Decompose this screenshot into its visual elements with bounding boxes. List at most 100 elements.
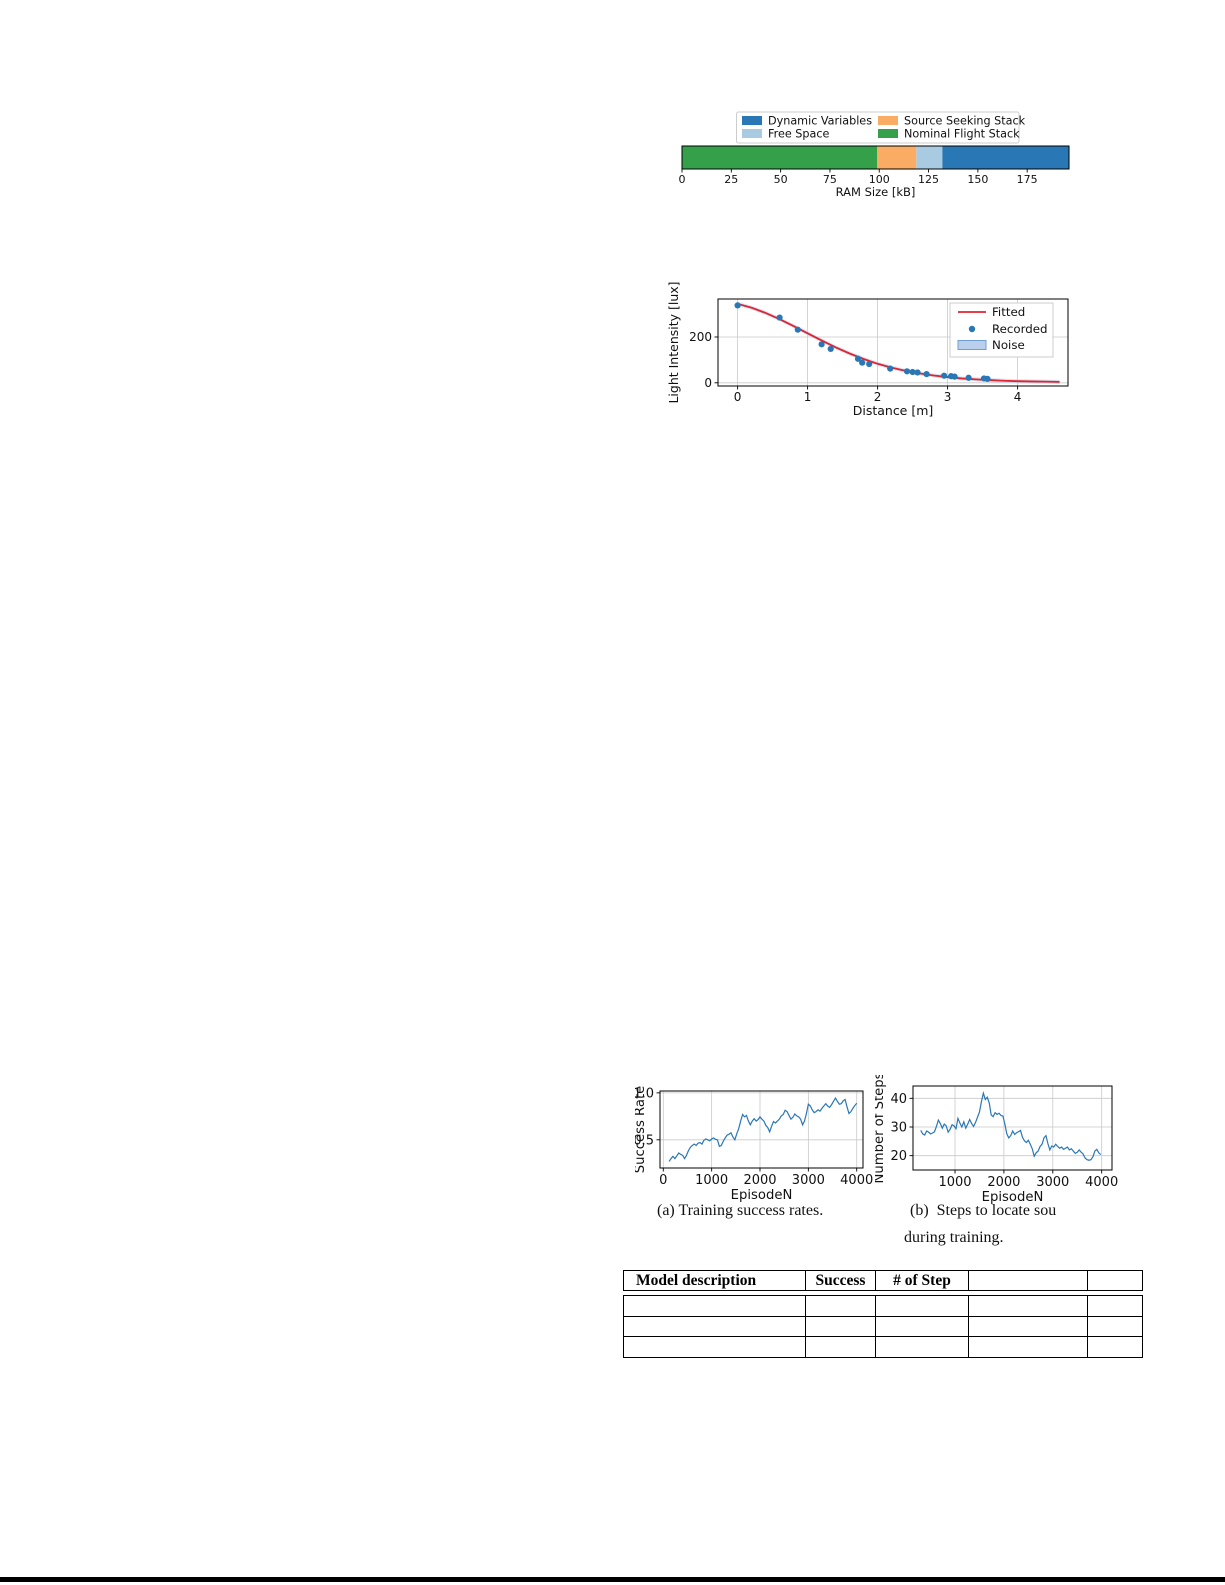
svg-text:0: 0 bbox=[679, 173, 686, 186]
ram-x-axis: 0 25 50 75 100 125 150 175 bbox=[679, 169, 1038, 186]
svg-text:Recorded: Recorded bbox=[992, 322, 1048, 336]
axes-frame bbox=[659, 1090, 864, 1169]
table-cell bbox=[1087, 1315, 1143, 1337]
table-cell bbox=[968, 1336, 1088, 1358]
recorded-scatter bbox=[734, 302, 991, 383]
table-cell bbox=[623, 1336, 806, 1358]
svg-text:1000: 1000 bbox=[695, 1173, 728, 1188]
table-cell bbox=[968, 1295, 1088, 1317]
header-num-steps: # of Step bbox=[875, 1270, 969, 1291]
svg-text:150: 150 bbox=[967, 173, 988, 186]
success-rate-chart: 0 1000 2000 3000 4000 0.5 1.0 EpisodeN Success R… bbox=[633, 1086, 873, 1203]
caption-b-line2: during training. bbox=[904, 1229, 1004, 1246]
svg-text:Source Seeking Stack: Source Seeking Stack bbox=[904, 115, 1026, 128]
table-cell bbox=[623, 1295, 806, 1317]
svg-text:4: 4 bbox=[1014, 390, 1022, 404]
header-success: Success bbox=[805, 1270, 876, 1291]
x-axis-label: EpisodeN bbox=[731, 1188, 793, 1203]
svg-text:0: 0 bbox=[734, 390, 742, 404]
svg-text:20: 20 bbox=[890, 1149, 907, 1164]
results-table-header: Model description Success # of Step bbox=[623, 1270, 1143, 1291]
y-axis: 0.5 1.0 bbox=[633, 1086, 660, 1148]
svg-text:75: 75 bbox=[823, 173, 837, 186]
table-row bbox=[623, 1336, 1143, 1358]
svg-text:2: 2 bbox=[874, 390, 882, 404]
svg-text:175: 175 bbox=[1017, 173, 1038, 186]
table-cell bbox=[968, 1315, 1088, 1337]
svg-text:0: 0 bbox=[659, 1173, 667, 1188]
table-cell bbox=[805, 1336, 876, 1358]
svg-text:Free Space: Free Space bbox=[768, 128, 830, 141]
y-axis: 20 30 40 bbox=[890, 1092, 913, 1164]
fitted-line bbox=[737, 302, 1060, 383]
svg-text:0.5: 0.5 bbox=[635, 1133, 654, 1148]
svg-text:Fitted: Fitted bbox=[992, 305, 1025, 319]
svg-text:3000: 3000 bbox=[792, 1173, 825, 1188]
y-axis-label: Number of Steps bbox=[875, 1075, 887, 1183]
svg-text:0: 0 bbox=[704, 376, 712, 390]
steps-line bbox=[920, 1090, 1102, 1161]
caption-a: (a) Training success rates. bbox=[657, 1202, 824, 1219]
results-table: Model description Success # of Step bbox=[623, 1270, 1144, 1358]
svg-text:200: 200 bbox=[689, 330, 712, 344]
table-cell bbox=[805, 1315, 876, 1337]
table-cell bbox=[1087, 1336, 1143, 1358]
header-empty-1 bbox=[968, 1270, 1088, 1291]
header-model-description: Model description bbox=[623, 1270, 806, 1291]
header-empty-2 bbox=[1087, 1270, 1143, 1291]
svg-text:Dynamic Variables: Dynamic Variables bbox=[768, 115, 872, 128]
light-intensity-chart: 0 1 2 3 4 0 200 Distance [m] Light Intensity [lu… bbox=[666, 281, 1069, 418]
x-axis-label: Distance [m] bbox=[853, 403, 934, 418]
caption-b-line1: (b) Steps to locate sou bbox=[910, 1202, 1057, 1219]
svg-text:1: 1 bbox=[804, 390, 812, 404]
figure-training-success: 0 1000 2000 3000 4000 0.5 1.0 EpisodeN Success R… bbox=[633, 1075, 879, 1209]
plot-legend: Fitted Recorded Noise bbox=[949, 302, 1054, 358]
table-cell bbox=[1087, 1295, 1143, 1317]
svg-text:Nominal Flight Stack: Nominal Flight Stack bbox=[904, 128, 1020, 141]
svg-text:125: 125 bbox=[918, 173, 939, 186]
y-axis: 0 200 bbox=[689, 330, 718, 390]
table-cell bbox=[875, 1336, 969, 1358]
gridlines bbox=[913, 1086, 1112, 1170]
noise-band bbox=[737, 301, 1060, 384]
table-cell bbox=[875, 1315, 969, 1337]
y-axis-label: Success Rate bbox=[635, 1086, 648, 1174]
svg-text:40: 40 bbox=[890, 1092, 907, 1107]
svg-text:2000: 2000 bbox=[987, 1175, 1020, 1190]
svg-text:2000: 2000 bbox=[743, 1173, 776, 1188]
page-bottom-rule bbox=[0, 1577, 1225, 1582]
x-axis-label: EpisodeN bbox=[982, 1190, 1044, 1205]
figure-ram-usage: 0 25 50 75 100 125 150 175 RAM Size [kB] Dynamic … bbox=[655, 105, 1075, 209]
x-axis: 0 1000 2000 3000 4000 bbox=[659, 1168, 873, 1188]
ram-bar-frame bbox=[681, 145, 1070, 170]
svg-text:4000: 4000 bbox=[1085, 1175, 1118, 1190]
axes-frame bbox=[912, 1085, 1113, 1171]
x-axis: 1000 2000 3000 4000 bbox=[938, 1170, 1118, 1190]
svg-text:1.0: 1.0 bbox=[635, 1086, 654, 1101]
svg-text:4000: 4000 bbox=[840, 1173, 873, 1188]
x-axis: 0 1 2 3 4 bbox=[734, 386, 1022, 404]
svg-text:50: 50 bbox=[774, 173, 788, 186]
table-cell bbox=[875, 1295, 969, 1317]
results-table-body bbox=[623, 1295, 1143, 1358]
svg-text:30: 30 bbox=[890, 1121, 907, 1136]
svg-text:3000: 3000 bbox=[1036, 1175, 1069, 1190]
table-cell bbox=[623, 1315, 806, 1337]
success-rate-line bbox=[668, 1096, 858, 1162]
svg-text:100: 100 bbox=[869, 173, 890, 186]
figure-steps: 1000 2000 3000 4000 20 30 40 EpisodeN Number of … bbox=[872, 1072, 1125, 1209]
ram-bar-segments bbox=[682, 146, 1069, 169]
steps-chart: 1000 2000 3000 4000 20 30 40 EpisodeN Number of … bbox=[872, 1072, 1118, 1205]
y-axis-label: Light Intensity [lux] bbox=[666, 281, 681, 403]
svg-text:3: 3 bbox=[944, 390, 952, 404]
table-row bbox=[623, 1315, 1143, 1337]
figure-light-intensity: 0 1 2 3 4 0 200 Distance [m] Light Intensity [lu… bbox=[655, 275, 1075, 424]
table-row bbox=[623, 1295, 1143, 1317]
axes-frame bbox=[717, 298, 1069, 387]
ram-usage-chart: 0 25 50 75 100 125 150 175 RAM Size [kB] Dynamic … bbox=[679, 111, 1070, 199]
table-header-row: Model description Success # of Step bbox=[623, 1270, 1143, 1291]
ram-x-axis-label: RAM Size [kB] bbox=[836, 185, 916, 199]
svg-text:Noise: Noise bbox=[992, 338, 1025, 352]
